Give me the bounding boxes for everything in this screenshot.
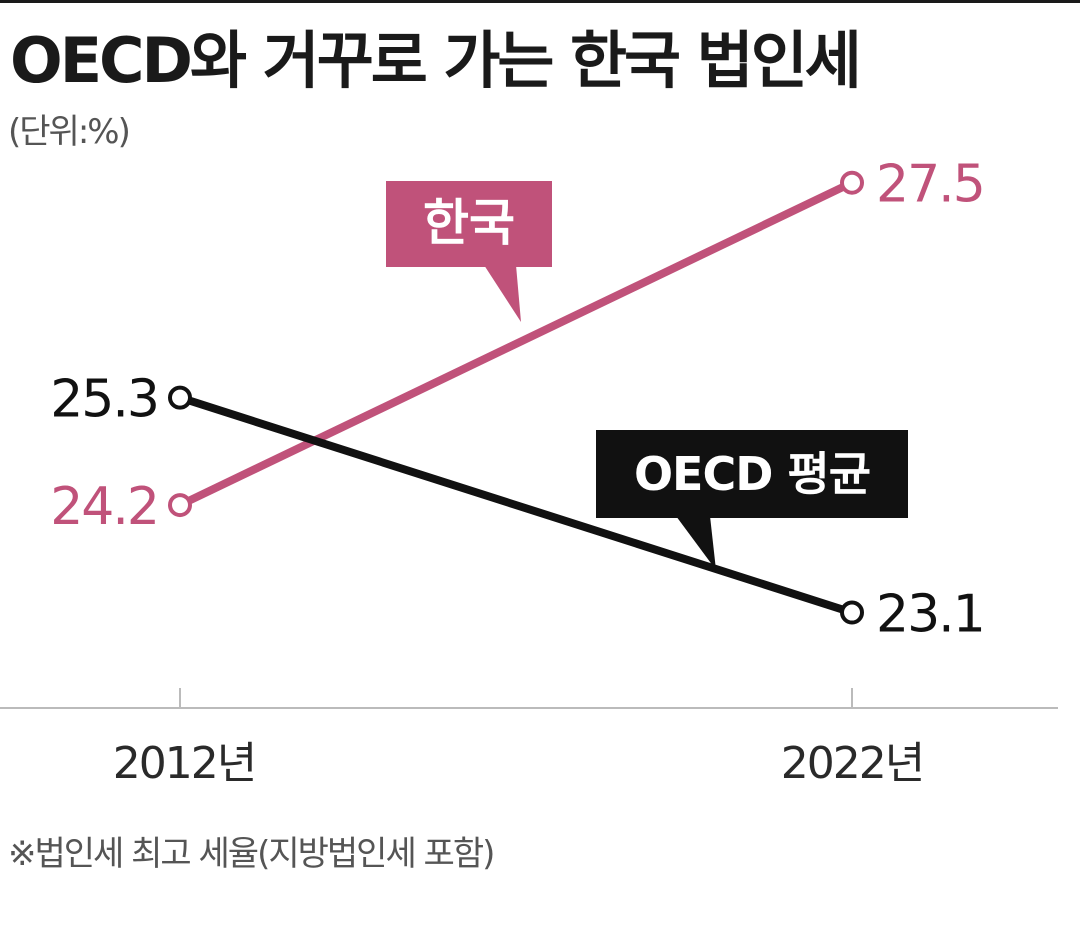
series-callouts: 한국 OECD 평균 xyxy=(386,181,908,570)
line-chart: 24.2 27.5 25.3 23.1 한국 OECD 평균 2012년 2022년 xyxy=(0,155,1058,789)
oecd-callout-tail xyxy=(676,516,716,570)
chart-title: OECD와 거꾸로 가는 한국 법인세 xyxy=(10,24,862,97)
oecd-series-label-callout: OECD 평균 xyxy=(596,430,908,570)
oecd-value-label-1: 23.1 xyxy=(876,585,984,645)
footnote: ※법인세 최고 세율(지방법인세 포함) xyxy=(8,834,495,874)
korea-callout-box xyxy=(386,181,552,267)
korea-point-0 xyxy=(168,493,192,518)
top-rule xyxy=(0,0,1080,3)
oecd-series-label: OECD 평균 xyxy=(634,447,870,501)
x-tick-label-2022: 2022년 xyxy=(781,738,923,789)
oecd-point-1 xyxy=(840,600,864,625)
oecd-callout-box xyxy=(596,430,908,518)
korea-series-line xyxy=(178,179,854,509)
korea-value-label-0: 24.2 xyxy=(50,477,158,537)
oecd-point-0 xyxy=(168,385,192,410)
oecd-value-label-0: 25.3 xyxy=(50,370,158,430)
korea-series-label-callout: 한국 xyxy=(386,181,552,322)
korea-value-label-1: 27.5 xyxy=(876,155,984,215)
x-tick-label-2012: 2012년 xyxy=(113,738,255,789)
korea-series-label: 한국 xyxy=(423,194,515,252)
korea-callout-tail xyxy=(484,265,521,322)
unit-label: (단위:%) xyxy=(8,112,131,152)
oecd-series-line xyxy=(178,393,854,617)
korea-point-1 xyxy=(840,170,864,195)
series-layer: 24.2 27.5 25.3 23.1 xyxy=(50,155,986,645)
